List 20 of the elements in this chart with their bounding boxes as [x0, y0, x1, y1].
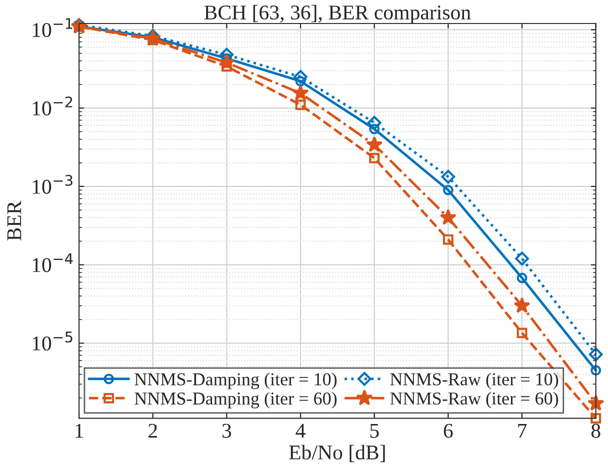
- x-tick-label: 5: [370, 424, 379, 438]
- legend-label: NNMS-Raw (iter = 10): [390, 372, 558, 390]
- x-tick-label: 7: [518, 424, 527, 438]
- y-tick-label: 10$^{−3}$: [32, 174, 72, 194]
- legend-label: NNMS-Raw (iter = 60): [390, 392, 558, 408]
- x-tick-label: 8: [591, 424, 600, 438]
- x-tick-label: 3: [222, 424, 232, 438]
- x-tick-label: 6: [444, 424, 453, 438]
- y-axis-title: BER: [7, 200, 22, 241]
- y-tick-label: 10$^{−4}$: [32, 253, 73, 272]
- y-tick-label: 10$^{−2}$: [32, 96, 72, 116]
- x-tick-label: 1: [76, 424, 83, 438]
- legend-label: NNMS-Damping (iter = 60): [134, 392, 337, 408]
- y-tick-label: 10$^{−1}$: [32, 18, 72, 38]
- x-tick-label: 4: [296, 424, 306, 438]
- legend-label: NNMS-Damping (iter = 10): [134, 372, 337, 390]
- y-tick-label: 10$^{−5}$: [32, 332, 72, 350]
- chart-title: BCH [63, 36], BER comparison: [204, 4, 471, 24]
- x-tick-label: 2: [148, 424, 157, 438]
- x-axis-title: Eb/No [dB]: [289, 444, 385, 462]
